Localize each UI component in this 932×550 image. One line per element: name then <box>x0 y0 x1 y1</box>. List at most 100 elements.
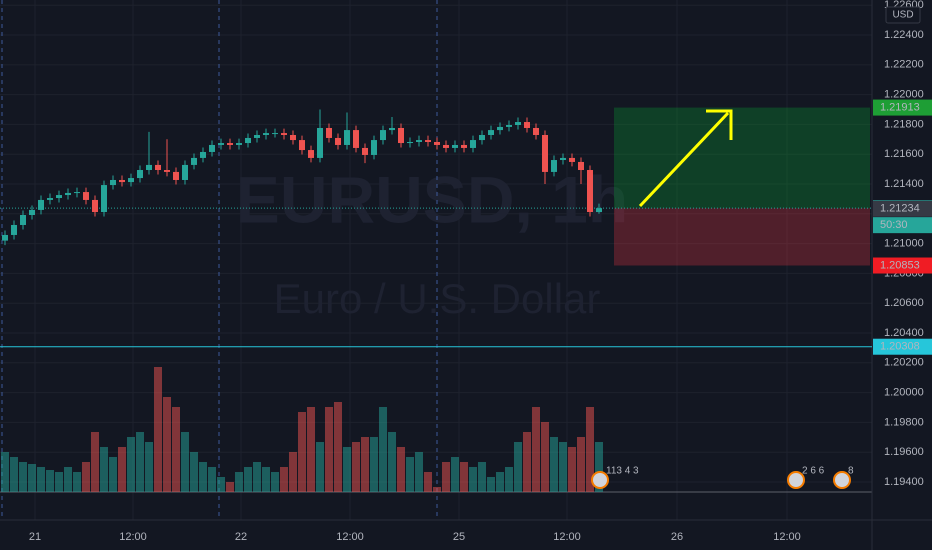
volume-bar <box>172 407 180 492</box>
x-tick-label: 12:00 <box>119 531 147 543</box>
candle-body <box>83 192 89 200</box>
event-label: 2 6 6 <box>802 466 825 477</box>
volume-bar <box>397 447 405 492</box>
event-label: 113 4 3 <box>606 466 639 477</box>
volume-bar <box>442 462 450 492</box>
candle-body <box>389 127 395 131</box>
target-label-box <box>873 99 932 116</box>
volume-bar <box>325 407 333 492</box>
event-icon <box>591 471 609 489</box>
candle-body <box>236 143 242 145</box>
candle-body <box>344 130 350 145</box>
x-tick-label: 12:00 <box>773 531 801 543</box>
candle-body <box>551 160 557 172</box>
candle-body <box>38 199 44 210</box>
candle-body <box>101 185 107 213</box>
candle-body <box>308 150 314 158</box>
candle-body <box>182 164 188 180</box>
volume-bar <box>91 432 99 492</box>
volume-bar <box>10 457 18 492</box>
candle-body <box>218 143 224 145</box>
volume-bar <box>136 432 144 492</box>
volume-bar <box>190 452 198 492</box>
y-tick-label: 1.21800 <box>884 118 924 130</box>
volume-bar <box>163 397 171 492</box>
candle-body <box>200 151 206 158</box>
volume-bar <box>577 437 585 492</box>
y-tick-label: 1.19800 <box>884 416 924 428</box>
volume-bar <box>352 442 360 492</box>
volume-bar <box>262 467 270 492</box>
line-label: 1.20308 <box>880 341 920 353</box>
volume-bar <box>388 432 396 492</box>
volume-bar <box>361 437 369 492</box>
volume-bar <box>217 477 225 492</box>
candle-body <box>506 125 512 127</box>
volume-bar <box>1 452 9 492</box>
volume-bar <box>244 467 252 492</box>
y-tick-label: 1.20200 <box>884 357 924 369</box>
candle-body <box>416 140 422 142</box>
volume-bar <box>271 472 279 492</box>
candle-body <box>254 134 260 138</box>
candle-body <box>362 147 368 155</box>
candle-body <box>443 144 449 148</box>
volume-bar <box>586 407 594 492</box>
countdown-box <box>873 217 932 234</box>
candle-body <box>524 122 530 128</box>
y-tick-label: 1.20600 <box>884 297 924 309</box>
candle-body <box>56 195 62 199</box>
x-tick-label: 26 <box>671 531 683 543</box>
candle-body <box>515 122 521 126</box>
volume-bar <box>406 457 414 492</box>
candle-body <box>335 137 341 145</box>
volume-bar <box>424 472 432 492</box>
y-tick-label: 1.22000 <box>884 89 924 101</box>
candle-body <box>272 133 278 135</box>
x-tick-label: 22 <box>235 531 247 543</box>
y-tick-label: 1.22600 <box>884 0 924 11</box>
volume-bar <box>316 442 324 492</box>
candle-body <box>173 171 179 180</box>
candle-body <box>542 134 548 172</box>
volume-bar <box>19 462 27 492</box>
candle-body <box>11 224 17 235</box>
candle-body <box>137 170 143 179</box>
volume-bar <box>379 407 387 492</box>
volume-bar <box>226 482 234 492</box>
volume-bar <box>469 467 477 492</box>
candle-body <box>596 208 602 213</box>
volume-bar <box>532 407 540 492</box>
watermark: EURUSD, 1h <box>236 162 628 236</box>
y-tick-label: 1.21400 <box>884 178 924 190</box>
candle-body <box>110 179 116 186</box>
volume-bar <box>289 452 297 492</box>
candle-body <box>290 134 296 141</box>
stop-zone <box>614 208 870 266</box>
stop-label: 1.20853 <box>880 259 920 271</box>
volume-bar <box>118 447 126 492</box>
volume-bar <box>541 422 549 492</box>
volume-bar <box>307 407 315 492</box>
candle-body <box>164 170 170 172</box>
event-icon <box>787 471 805 489</box>
y-tick-label: 1.20000 <box>884 387 924 399</box>
event-icon <box>833 471 851 489</box>
volume-bar <box>55 472 63 492</box>
candle-body <box>407 141 413 144</box>
candle-body <box>398 127 404 144</box>
volume-bar <box>415 452 423 492</box>
candle-body <box>20 215 26 225</box>
candle-body <box>74 192 80 194</box>
candle-body <box>452 144 458 148</box>
volume-bar <box>64 467 72 492</box>
candle-body <box>191 157 197 165</box>
volume-bar <box>253 462 261 492</box>
candle-body <box>155 164 161 171</box>
volume-bar <box>235 472 243 492</box>
candle-body <box>425 140 431 142</box>
candle-body <box>245 137 251 144</box>
x-tick-label: 21 <box>29 531 41 543</box>
countdown: 50:30 <box>880 219 908 231</box>
